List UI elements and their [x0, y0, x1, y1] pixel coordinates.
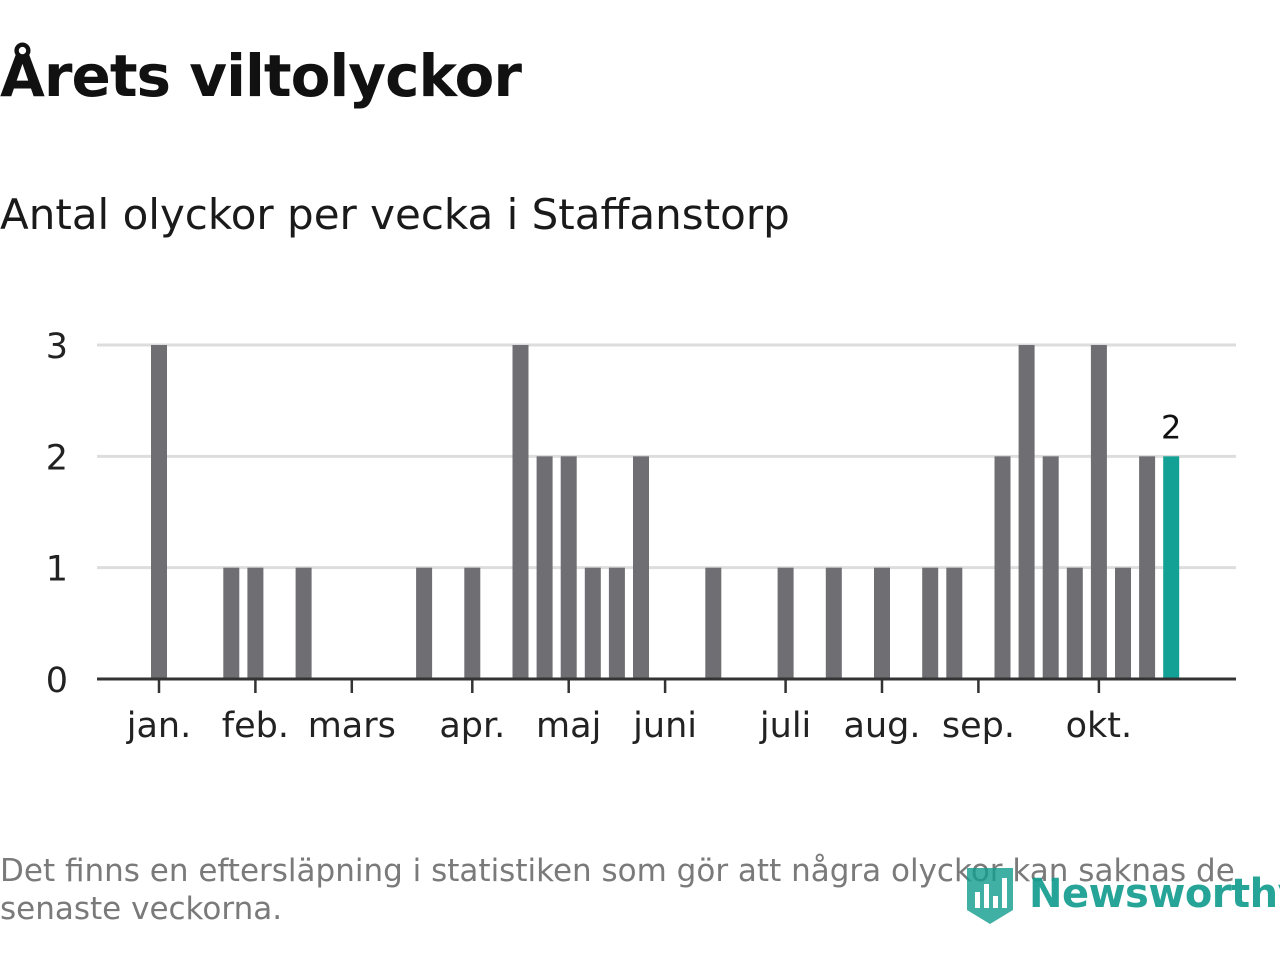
- bar: [777, 567, 794, 679]
- footnote: Det finns en eftersläpning i statistiken…: [0, 853, 1235, 927]
- bar: [608, 567, 625, 679]
- y-tick-label: 3: [46, 327, 68, 367]
- bar: [584, 567, 601, 679]
- y-tick-label: 2: [46, 438, 68, 478]
- x-tick-label: okt.: [1066, 706, 1133, 746]
- bar: [1090, 345, 1107, 679]
- bar: [416, 567, 433, 679]
- bar: [825, 567, 842, 679]
- brand-name: Newsworthy: [1029, 871, 1280, 917]
- bar: [512, 345, 529, 679]
- x-tick-label: mars: [308, 706, 396, 746]
- x-tick-label: aug.: [844, 706, 921, 746]
- bar: [560, 456, 577, 679]
- bar: [247, 567, 264, 679]
- x-tick-label: juli: [759, 706, 811, 746]
- y-tick-label: 0: [46, 661, 68, 701]
- newsworthy-logo-icon: [967, 868, 1013, 924]
- bar: [1115, 567, 1131, 679]
- bar: [536, 456, 553, 679]
- bar: [874, 567, 890, 679]
- highlight-value-label: 2: [1161, 408, 1181, 446]
- bar: [295, 567, 312, 679]
- bar: [994, 456, 1011, 679]
- y-axis-ticks: 0 1 2 3: [46, 327, 68, 701]
- x-tick-label: juni: [632, 706, 697, 746]
- x-tick-label: sep.: [942, 706, 1015, 746]
- chart-subtitle: Antal olyckor per vecka i Staffanstorp: [0, 190, 790, 239]
- bar: [1018, 345, 1035, 679]
- bar: [464, 567, 481, 679]
- x-axis: jan. feb. mars apr. maj juni juli aug. sep. okt.: [97, 677, 1236, 746]
- y-gridlines: [97, 343, 1236, 570]
- x-tick-label: maj: [536, 706, 601, 746]
- bar: [151, 345, 167, 679]
- bars: [151, 345, 1180, 679]
- x-tick-label: jan.: [126, 706, 191, 746]
- bar: [223, 567, 240, 679]
- bar: [1066, 567, 1083, 679]
- x-tick-label: feb.: [222, 706, 289, 746]
- bar: [633, 456, 649, 679]
- bar-highlight: [1163, 456, 1180, 679]
- chart-title: Årets viltolyckor: [0, 42, 522, 110]
- bar: [705, 567, 722, 679]
- data-labels: 2: [1161, 408, 1181, 446]
- x-tick-label: apr.: [439, 706, 505, 746]
- weekly-accidents-bar-chart: 0 1 2 3 jan. feb. mars apr. maj juni juli aug. sep.…: [46, 327, 1236, 746]
- bar: [922, 567, 939, 679]
- bar: [1042, 456, 1059, 679]
- bar: [1139, 456, 1156, 679]
- y-tick-label: 1: [46, 550, 68, 590]
- brand-logo: Newsworthy: [965, 862, 1280, 926]
- bar: [946, 567, 963, 679]
